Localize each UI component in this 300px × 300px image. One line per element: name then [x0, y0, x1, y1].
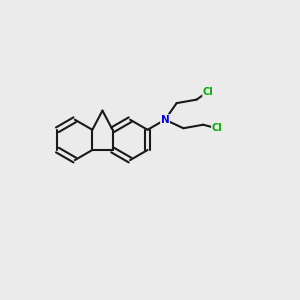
Text: N: N	[161, 115, 170, 125]
Text: Cl: Cl	[203, 86, 214, 97]
Text: Cl: Cl	[212, 123, 222, 134]
